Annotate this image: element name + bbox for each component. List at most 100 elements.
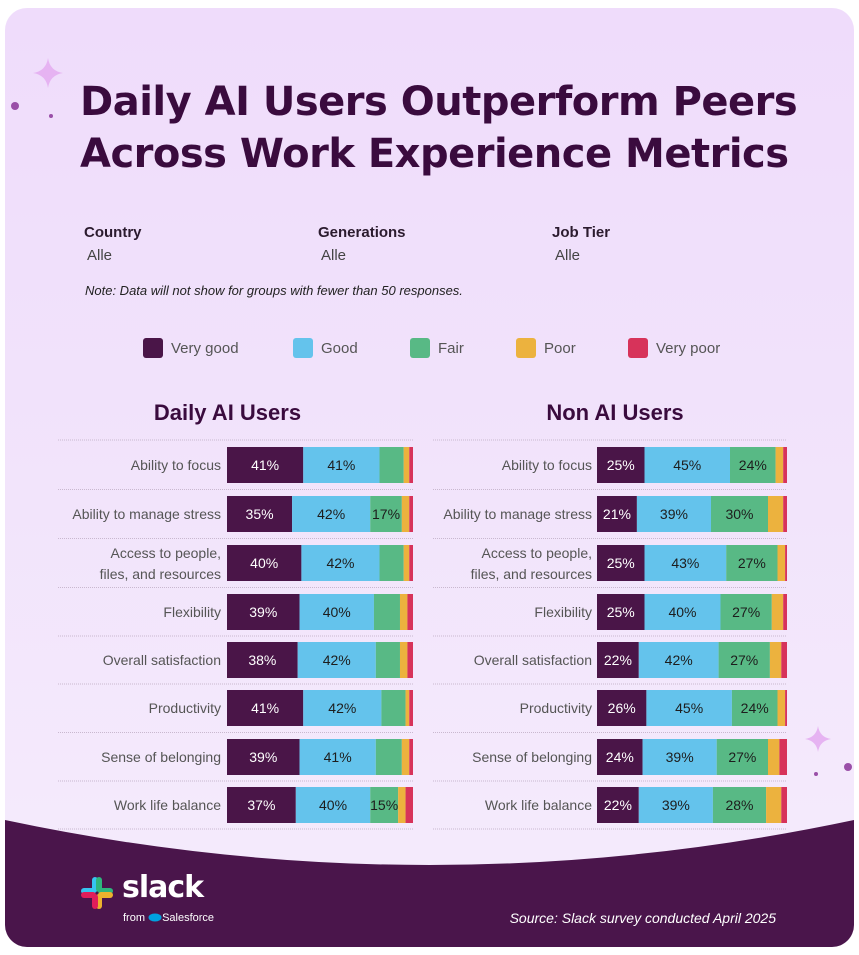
category-label: Sense of belonging bbox=[472, 749, 592, 765]
category-label: files, and resources bbox=[100, 566, 221, 582]
category-label: Overall satisfaction bbox=[103, 652, 221, 668]
category-label: Productivity bbox=[149, 700, 221, 716]
filter-country[interactable]: Country Alle bbox=[84, 224, 142, 264]
bar-segment-fair bbox=[375, 739, 402, 775]
bar-segment-very-poor bbox=[409, 739, 413, 775]
data-label: 39% bbox=[660, 506, 688, 522]
bar-segment-very-poor bbox=[785, 545, 787, 581]
category-label: Flexibility bbox=[163, 604, 221, 620]
bar-segment-fair bbox=[718, 642, 770, 678]
bar-segment-fair bbox=[711, 496, 768, 532]
bar-segment-poor bbox=[399, 642, 408, 678]
data-label: 41% bbox=[251, 700, 279, 716]
legend-swatch bbox=[143, 338, 163, 358]
bar-segment-very-good bbox=[227, 787, 296, 823]
dot-icon bbox=[11, 102, 19, 110]
data-label: 43% bbox=[671, 555, 699, 571]
legend-swatch bbox=[628, 338, 648, 358]
infographic-card: Daily AI Users Outperform Peers Across W… bbox=[5, 8, 854, 947]
bar-segment-fair bbox=[712, 787, 767, 823]
data-label: 41% bbox=[324, 749, 352, 765]
category-label: Productivity bbox=[520, 700, 592, 716]
stacked-bar-charts: Ability to focus 41% 41% Ability to manage … bbox=[58, 439, 787, 830]
bar-segment-poor bbox=[403, 447, 410, 483]
page-title: Daily AI Users Outperform Peers Across W… bbox=[80, 79, 798, 177]
category-label: files, and resources bbox=[471, 566, 592, 582]
category-label: Access to people, bbox=[110, 545, 221, 561]
bar-segment-poor bbox=[771, 594, 784, 630]
data-label: 42% bbox=[323, 652, 351, 668]
bar-segment-good bbox=[292, 496, 371, 532]
filter-value[interactable]: Alle bbox=[555, 247, 581, 264]
bar-segment-very-poor bbox=[783, 496, 787, 532]
slack-hash-icon bbox=[81, 877, 113, 909]
data-label: 24% bbox=[739, 457, 767, 473]
bar-segment-poor bbox=[768, 496, 784, 532]
legend: Very good Good Fair Poor Very poor bbox=[143, 336, 763, 360]
data-label: 37% bbox=[247, 797, 275, 813]
legend-item-fair[interactable]: Fair bbox=[410, 336, 464, 360]
bar-segment-very-poor bbox=[409, 690, 413, 726]
sparkle-icon bbox=[805, 726, 831, 752]
bar-segment-poor bbox=[405, 690, 410, 726]
bar-segment-fair bbox=[720, 594, 772, 630]
dot-icon bbox=[844, 763, 852, 771]
bar-segment-poor bbox=[403, 545, 410, 581]
category-label: Access to people, bbox=[481, 545, 592, 561]
legend-item-very-poor[interactable]: Very poor bbox=[628, 336, 720, 360]
legend-swatch bbox=[516, 338, 536, 358]
data-label: 35% bbox=[246, 506, 274, 522]
bar-segment-fair bbox=[716, 739, 768, 775]
data-label: 40% bbox=[668, 604, 696, 620]
bar-segment-good bbox=[636, 496, 711, 532]
data-label: 30% bbox=[725, 506, 753, 522]
data-label: 40% bbox=[319, 797, 347, 813]
category-label: Ability to focus bbox=[131, 457, 221, 473]
bar-segment-very-poor bbox=[405, 787, 413, 823]
bar-segment-poor bbox=[401, 739, 410, 775]
bar-segment-fair bbox=[731, 690, 778, 726]
panel-title-non-ai: Non AI Users bbox=[546, 400, 684, 425]
filter-value[interactable]: Alle bbox=[87, 247, 113, 264]
legend-label: Good bbox=[321, 339, 358, 357]
category-label: Work life balance bbox=[485, 797, 592, 813]
legend-item-good[interactable]: Good bbox=[293, 336, 358, 360]
filter-job-tier[interactable]: Job Tier Alle bbox=[552, 224, 610, 264]
bar-segment-poor bbox=[399, 594, 408, 630]
bar-segment-very-poor bbox=[783, 447, 787, 483]
bar-segment-good bbox=[297, 642, 376, 678]
legend-item-poor[interactable]: Poor bbox=[516, 336, 576, 360]
filter-value[interactable]: Alle bbox=[321, 247, 347, 264]
filter-label: Generations bbox=[318, 224, 406, 241]
legend-item-very-good[interactable]: Very good bbox=[143, 336, 239, 360]
filter-generations[interactable]: Generations Alle bbox=[318, 224, 406, 264]
filter-label: Job Tier bbox=[552, 224, 611, 241]
bar-segment-good bbox=[638, 787, 713, 823]
data-label: 27% bbox=[732, 604, 760, 620]
data-label: 27% bbox=[730, 652, 758, 668]
bar-segment-good bbox=[644, 447, 730, 483]
data-label: 28% bbox=[725, 797, 753, 813]
category-label: Ability to focus bbox=[502, 457, 592, 473]
bar-segment-poor bbox=[398, 787, 406, 823]
bar-segment-very-poor bbox=[407, 594, 413, 630]
bar-segment-very-good bbox=[597, 787, 639, 823]
bar-segment-very-good bbox=[227, 545, 302, 581]
data-label: 27% bbox=[738, 555, 766, 571]
category-label: Flexibility bbox=[534, 604, 592, 620]
bar-segment-very-good bbox=[597, 447, 645, 483]
data-label: 42% bbox=[317, 506, 345, 522]
data-label: 40% bbox=[323, 604, 351, 620]
bar-segment-very-good bbox=[227, 447, 304, 483]
bar-segment-very-good bbox=[227, 496, 293, 532]
legend-swatch bbox=[293, 338, 313, 358]
bar-segment-fair bbox=[370, 496, 402, 532]
bar-segment-poor bbox=[401, 496, 410, 532]
bar-segment-very-good bbox=[227, 690, 304, 726]
data-label: 22% bbox=[604, 652, 632, 668]
note-text: Note: Data will not show for groups with… bbox=[85, 283, 463, 298]
data-label: 17% bbox=[372, 506, 400, 522]
bar-segment-good bbox=[303, 690, 382, 726]
category-label: Ability to manage stress bbox=[443, 506, 592, 522]
bar-segment-good bbox=[638, 642, 719, 678]
